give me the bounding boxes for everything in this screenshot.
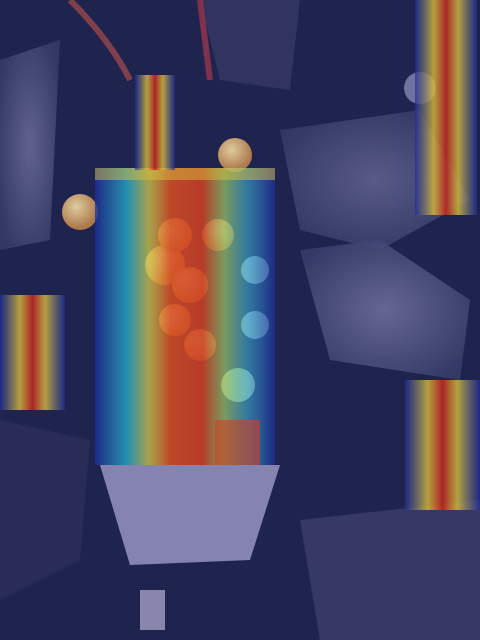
heat-stem xyxy=(135,75,175,170)
heat-left xyxy=(0,295,65,410)
heat-top-right xyxy=(415,0,477,215)
heat-right xyxy=(405,380,480,510)
bag-tip xyxy=(140,590,165,630)
bag xyxy=(100,465,280,565)
heat-main xyxy=(95,168,275,465)
